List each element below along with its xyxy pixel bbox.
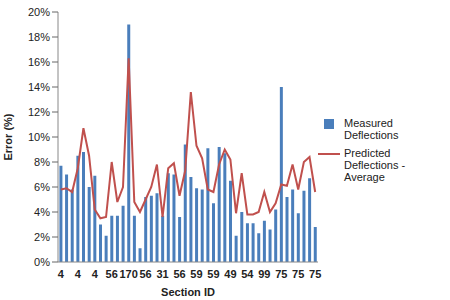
- svg-text:16%: 16%: [28, 56, 50, 68]
- html-text:Measured Deflections: Measured Deflections: [344, 117, 399, 141]
- svg-text:49: 49: [224, 268, 236, 280]
- svg-text:10%: 10%: [28, 131, 50, 143]
- svg-text:59: 59: [207, 268, 219, 280]
- html-text:Predicted Deflections - Averag: Predicted Deflections - Average: [344, 147, 406, 183]
- svg-text:4: 4: [58, 268, 65, 280]
- svg-text:6%: 6%: [34, 181, 50, 193]
- svg-text:Error (%): Error (%): [8, 113, 14, 160]
- svg-text:59: 59: [190, 268, 202, 280]
- svg-text:99: 99: [258, 268, 270, 280]
- svg-text:4%: 4%: [34, 206, 50, 218]
- svg-text:14%: 14%: [28, 81, 50, 93]
- svg-text:75: 75: [309, 268, 321, 280]
- svg-text:0%: 0%: [34, 256, 50, 268]
- svg-text:56: 56: [173, 268, 185, 280]
- svg-text:18%: 18%: [28, 31, 50, 43]
- svg-text:8%: 8%: [34, 156, 50, 168]
- svg-text:170: 170: [119, 268, 137, 280]
- svg-text:75: 75: [275, 268, 287, 280]
- svg-text:75: 75: [292, 268, 304, 280]
- svg-text:2%: 2%: [34, 231, 50, 243]
- svg-text:12%: 12%: [28, 106, 50, 118]
- svg-text:31: 31: [156, 268, 168, 280]
- svg-text:4: 4: [75, 268, 82, 280]
- svg-text:56: 56: [106, 268, 118, 280]
- svg-text:4: 4: [92, 268, 99, 280]
- svg-text:54: 54: [241, 268, 254, 280]
- svg-text:56: 56: [139, 268, 151, 280]
- svg-text:Section ID: Section ID: [161, 286, 215, 298]
- svg-text:20%: 20%: [28, 6, 50, 18]
